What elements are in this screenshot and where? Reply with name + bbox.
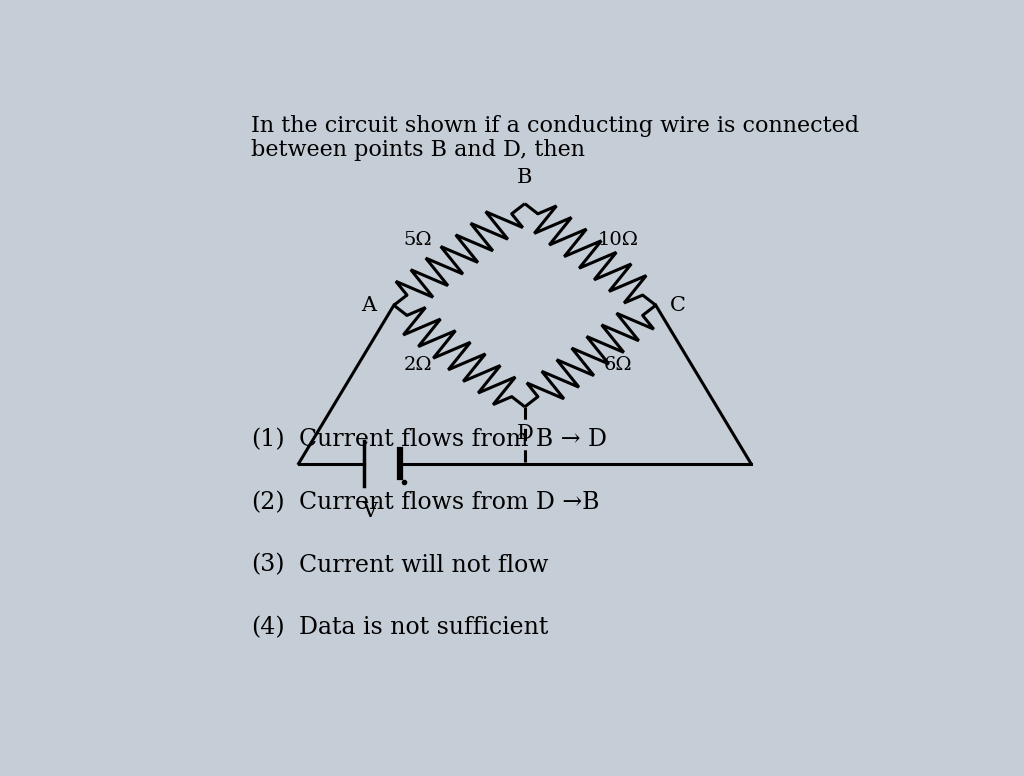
Text: A: A [361, 296, 377, 315]
Text: between points B and D, then: between points B and D, then [251, 139, 585, 161]
Text: (2): (2) [251, 491, 285, 514]
Text: 10Ω: 10Ω [598, 230, 639, 248]
Text: 6Ω: 6Ω [604, 356, 633, 374]
Text: B: B [517, 168, 532, 187]
Text: D: D [516, 424, 534, 442]
Text: In the circuit shown if a conducting wire is connected: In the circuit shown if a conducting wir… [251, 115, 859, 137]
Text: (4): (4) [251, 616, 285, 639]
Text: 5Ω: 5Ω [403, 230, 432, 248]
Text: Current flows from D →B: Current flows from D →B [299, 491, 599, 514]
Text: V: V [362, 502, 378, 521]
Text: 2Ω: 2Ω [403, 356, 432, 374]
Text: (1): (1) [251, 428, 285, 451]
Text: Data is not sufficient: Data is not sufficient [299, 616, 548, 639]
Text: (3): (3) [251, 553, 285, 577]
Text: Current will not flow: Current will not flow [299, 553, 548, 577]
Text: Current flows from B → D: Current flows from B → D [299, 428, 606, 451]
Text: C: C [670, 296, 686, 315]
